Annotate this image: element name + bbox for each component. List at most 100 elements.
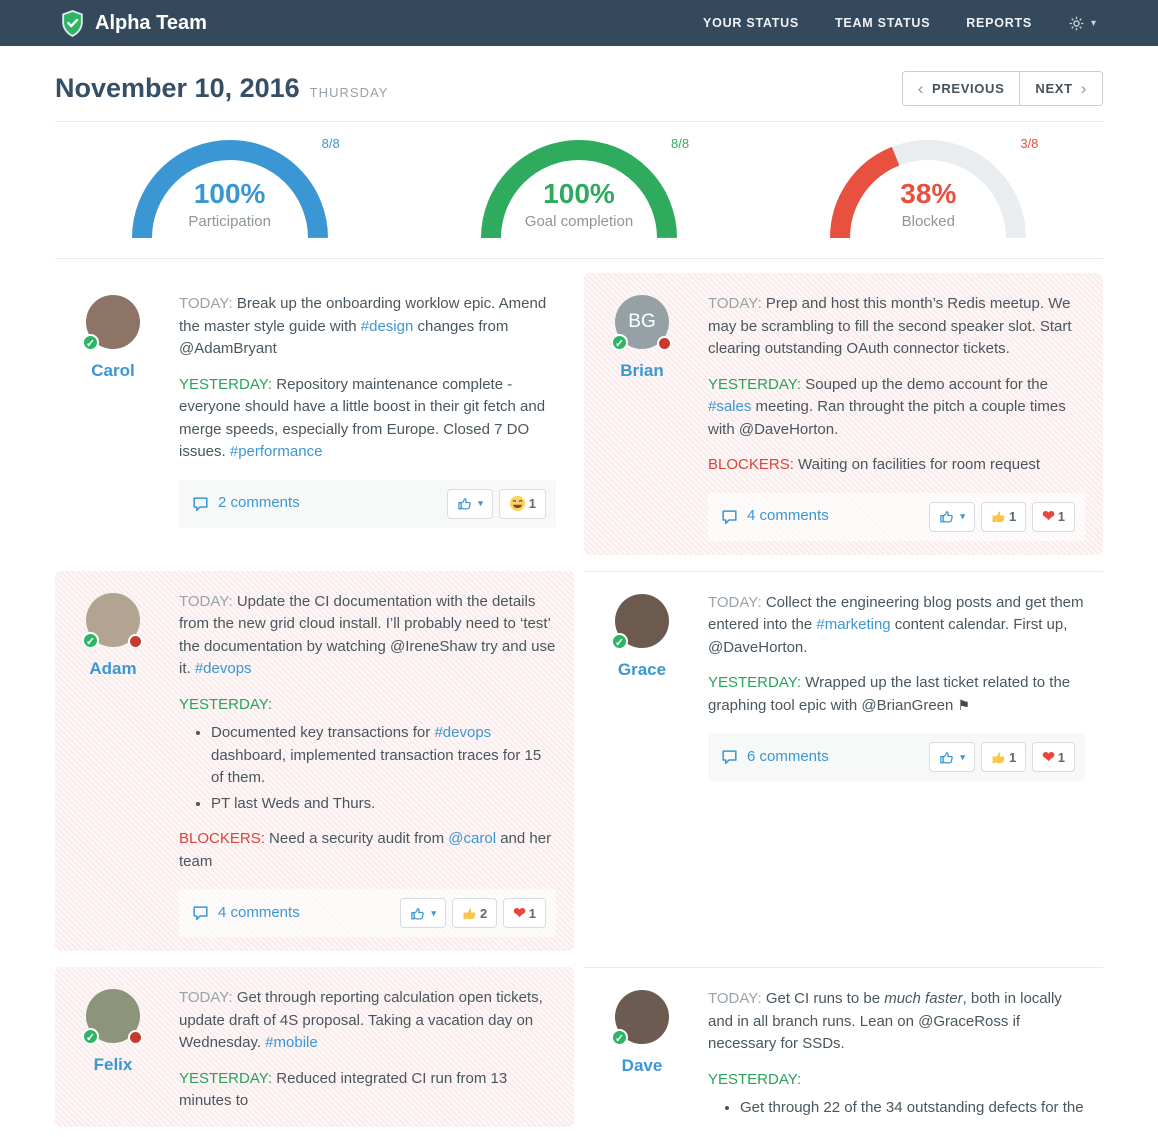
emphasis-text: much faster xyxy=(884,990,963,1007)
member-card: ✓ Carol TODAY: Break up the onboarding w… xyxy=(55,273,574,542)
reaction-heart-button[interactable]: ❤ 1 xyxy=(1032,501,1075,532)
reaction-count: 1 xyxy=(1008,509,1017,524)
status-content: TODAY: Prep and host this month’s Redis … xyxy=(708,293,1085,541)
reaction-count: 1 xyxy=(528,905,536,921)
thumbs-up-outline-icon xyxy=(939,509,954,524)
inline-link[interactable]: #devops xyxy=(434,724,492,741)
member-identity: ✓ Carol xyxy=(73,293,153,528)
comment-bubble-icon xyxy=(192,496,209,512)
gauge-blocked: 3/8 38% Blocked xyxy=(754,122,1103,258)
gauge-fraction: 8/8 xyxy=(670,136,690,151)
status-bullets: Get through 22 of the 34 outstanding def… xyxy=(708,1097,1085,1120)
team-grid: ✓ Carol TODAY: Break up the onboarding w… xyxy=(55,273,1103,1137)
avatar[interactable]: BG ✓ xyxy=(611,295,672,351)
status-section: BLOCKERS: Need a security audit from @ca… xyxy=(179,828,556,873)
summary-gauges: 8/8 100% Participation 8/8 100% Goal com… xyxy=(55,122,1103,259)
next-button[interactable]: NEXT › xyxy=(1020,72,1102,105)
finish-flag-icon: ⚑ xyxy=(957,696,971,713)
gauge-value: 100% xyxy=(543,178,615,209)
status-text: Prep and host this month’s Redis meetup.… xyxy=(708,295,1072,357)
member-card: ✓ Dave TODAY: Get CI runs to be much fas… xyxy=(584,967,1103,1137)
gauge-fraction: 3/8 xyxy=(1020,136,1039,151)
status-text: Repository maintenance complete - everyo… xyxy=(179,375,546,461)
member-name[interactable]: Felix xyxy=(93,1055,133,1074)
member-name[interactable]: Brian xyxy=(620,361,664,380)
card-footer: 4 comments ▾ 1 ❤ 1 xyxy=(708,492,1085,541)
reactions: ▾ 1 ❤ 1 xyxy=(929,742,1075,772)
inline-link[interactable]: #marketing xyxy=(816,616,891,633)
add-reaction-button[interactable]: ▾ xyxy=(929,742,975,772)
avatar[interactable]: ✓ xyxy=(82,592,143,649)
inline-link[interactable]: #design xyxy=(360,317,414,335)
avatar[interactable]: ✓ xyxy=(82,989,143,1045)
status-content: TODAY: Get through reporting calculation… xyxy=(179,987,556,1113)
member-card: ✓ Felix TODAY: Get through reporting cal… xyxy=(55,967,574,1127)
status-section: TODAY: Get through reporting calculation… xyxy=(179,987,556,1055)
nav-link-reports[interactable]: REPORTS xyxy=(966,16,1032,30)
inline-link[interactable]: #mobile xyxy=(265,1034,318,1051)
section-label: TODAY: xyxy=(708,990,762,1007)
status-section: TODAY: Collect the engineering blog post… xyxy=(708,592,1085,660)
status-text: Waiting on facilities for room request xyxy=(798,456,1041,473)
inline-link[interactable]: #sales xyxy=(708,398,752,415)
thumbs-up-emoji-icon xyxy=(991,509,1006,524)
thumbs-up-emoji-icon xyxy=(462,906,477,921)
inline-link[interactable]: #devops xyxy=(194,660,252,677)
top-navbar: Alpha Team YOUR STATUS TEAM STATUS REPOR… xyxy=(0,0,1158,46)
member-name[interactable]: Adam xyxy=(89,658,137,678)
member-name[interactable]: Carol xyxy=(91,361,135,380)
gear-icon xyxy=(1068,15,1085,32)
heart-emoji-icon: ❤ xyxy=(1042,508,1055,525)
chevron-right-icon: › xyxy=(1080,79,1087,98)
gauge-fraction: 8/8 xyxy=(321,136,340,151)
previous-button[interactable]: ‹ PREVIOUS xyxy=(902,72,1021,105)
caret-down-icon: ▾ xyxy=(960,751,965,762)
avatar[interactable]: ✓ xyxy=(611,593,669,650)
nav-link-team-status[interactable]: TEAM STATUS xyxy=(835,16,931,30)
avatar[interactable]: ✓ xyxy=(82,295,140,351)
page-title: November 10, 2016 xyxy=(55,73,300,103)
reaction-heart-button[interactable]: ❤ 1 xyxy=(503,898,546,928)
member-identity: BG ✓ Brian xyxy=(602,293,682,541)
reactions: ▾ 1 xyxy=(447,488,546,519)
add-reaction-button[interactable]: ▾ xyxy=(447,488,493,519)
status-content: TODAY: Get CI runs to be much faster, bo… xyxy=(708,988,1085,1123)
comments-link[interactable]: 4 comments xyxy=(721,505,829,528)
add-reaction-button[interactable]: ▾ xyxy=(929,501,975,532)
comments-link[interactable]: 2 comments xyxy=(192,492,300,515)
status-section: TODAY: Update the CI documentation with … xyxy=(179,591,556,681)
card-footer: 4 comments ▾ 2 ❤ 1 xyxy=(179,889,556,937)
reaction-thumb-button[interactable]: 1 xyxy=(980,501,1027,532)
card-footer: 6 comments ▾ 1 ❤ 1 xyxy=(708,733,1085,781)
status-section: BLOCKERS: Waiting on facilities for room… xyxy=(708,454,1085,477)
member-card: BG ✓ Brian TODAY: Prep and host this mon… xyxy=(584,273,1103,555)
comments-link[interactable]: 4 comments xyxy=(192,902,300,925)
reaction-count: 2 xyxy=(479,905,488,921)
member-card: ✓ Adam TODAY: Update the CI documentatio… xyxy=(55,570,574,951)
reaction-thumb-button[interactable]: 2 xyxy=(451,898,498,928)
section-label: BLOCKERS: xyxy=(708,456,794,473)
gauge-value: 100% xyxy=(193,178,266,209)
blocked-dot-icon xyxy=(128,1030,143,1045)
member-card: ✓ Grace TODAY: Collect the engineering b… xyxy=(584,570,1103,796)
member-name[interactable]: Dave xyxy=(621,1056,663,1075)
member-identity: ✓ Grace xyxy=(602,592,682,782)
status-text: Souped up the demo account for the #sale… xyxy=(708,375,1066,438)
section-label: BLOCKERS: xyxy=(179,830,265,847)
settings-menu[interactable]: ▾ xyxy=(1068,15,1096,32)
nav-link-your-status[interactable]: YOUR STATUS xyxy=(703,16,799,30)
reaction-laugh-button[interactable]: 1 xyxy=(498,488,546,519)
inline-link[interactable]: @carol xyxy=(448,830,497,847)
inline-link[interactable]: #performance xyxy=(229,443,323,460)
section-label: YESTERDAY: xyxy=(708,1070,802,1088)
date-pager: ‹ PREVIOUS NEXT › xyxy=(901,71,1103,106)
reaction-thumb-button[interactable]: 1 xyxy=(980,742,1027,772)
member-name[interactable]: Grace xyxy=(617,659,667,679)
avatar[interactable]: ✓ xyxy=(611,990,669,1046)
add-reaction-button[interactable]: ▾ xyxy=(400,898,446,928)
presence-check-icon: ✓ xyxy=(82,1028,99,1045)
comments-link[interactable]: 6 comments xyxy=(721,746,829,769)
brand[interactable]: Alpha Team xyxy=(60,9,207,37)
reaction-heart-button[interactable]: ❤ 1 xyxy=(1032,742,1075,772)
status-section: YESTERDAY: Documented key transactions f… xyxy=(179,694,556,816)
